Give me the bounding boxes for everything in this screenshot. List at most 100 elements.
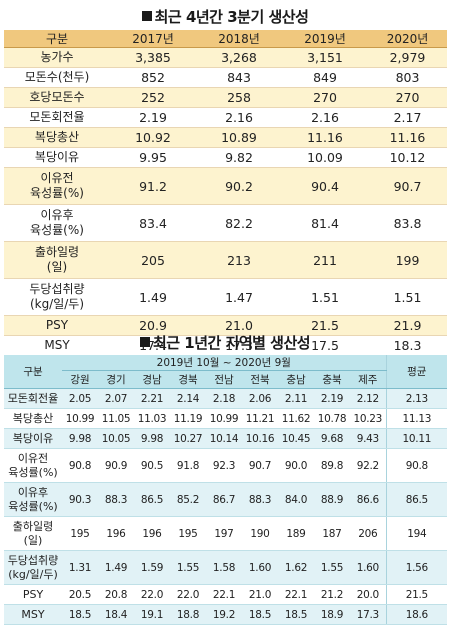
table1-header-label: 구분 xyxy=(4,30,110,48)
table-row: 호당모돈수 252 258 270 270 xyxy=(4,87,447,108)
row-label: PSY xyxy=(4,315,110,336)
row-label: 복당이유 xyxy=(4,428,62,449)
table1-header-year: 2017년 xyxy=(110,30,196,48)
row-label: 이유전 육성률(%) xyxy=(4,167,110,205)
row-label-line: (kg/일/두) xyxy=(8,567,58,581)
average-cell: 11.13 xyxy=(385,408,448,429)
table-cell: 1.55 xyxy=(170,550,206,585)
row-label-line: 복당이유 xyxy=(12,431,54,445)
average-cell: 1.56 xyxy=(385,550,448,585)
row-label-line: 모돈수(천두) xyxy=(24,70,90,84)
table-cell: 10.78 xyxy=(314,408,350,429)
table-row: 이유전 육성률(%) 91.2 90.2 90.4 90.7 xyxy=(4,167,447,205)
table-cell: 82.2 xyxy=(196,204,282,242)
table-cell: 10.92 xyxy=(110,127,196,148)
table-row: 농가수 3,385 3,268 3,151 2,979 xyxy=(4,47,447,68)
table-cell: 10.14 xyxy=(206,428,242,449)
table-cell: 22.0 xyxy=(134,584,170,605)
table-cell: 90.7 xyxy=(242,448,278,483)
table-cell: 92.3 xyxy=(206,448,242,483)
table-row: 복당이유 9.95 9.82 10.09 10.12 xyxy=(4,147,447,168)
row-label: MSY xyxy=(4,335,110,356)
table-cell: 1.58 xyxy=(206,550,242,585)
table-cell: 21.5 xyxy=(282,315,368,336)
table-row: 두당섭취량 (kg/일/두) 1.31 1.49 1.59 1.55 1.58 1.60 1.6… xyxy=(4,550,448,585)
table-cell: 20.9 xyxy=(110,315,196,336)
row-label: 복당이유 xyxy=(4,147,110,168)
table-cell: 2.11 xyxy=(278,388,314,409)
table-cell: 11.16 xyxy=(282,127,368,148)
table-cell: 11.05 xyxy=(98,408,134,429)
table-cell: 206 xyxy=(350,516,387,551)
table-cell: 9.98 xyxy=(62,428,98,449)
table-cell: 11.16 xyxy=(368,127,447,148)
table-cell: 3,151 xyxy=(282,47,368,68)
table-row: 출하일령 (일) 195 196 196 195 197 190 189 187 206 194 xyxy=(4,516,448,551)
row-label-line: 육성률(%) xyxy=(8,499,58,513)
table-cell: 83.4 xyxy=(110,204,196,242)
table-cell: 89.8 xyxy=(314,448,350,483)
table-cell: 21.0 xyxy=(196,315,282,336)
table-row: 모돈회전율 2.05 2.07 2.21 2.14 2.18 2.06 2.11 2.19 2.1… xyxy=(4,388,448,409)
row-label-line: MSY xyxy=(21,607,45,621)
table-cell: 205 xyxy=(110,241,196,279)
table-cell: 9.95 xyxy=(110,147,196,168)
table1-header-year: 2020년 xyxy=(368,30,447,48)
row-label-line: 모돈회전율 xyxy=(7,391,59,405)
table-cell: 17.5 xyxy=(282,335,368,356)
table-cell: 90.7 xyxy=(368,167,447,205)
table-cell: 258 xyxy=(196,87,282,108)
table-cell: 803 xyxy=(368,67,447,88)
table-cell: 18.4 xyxy=(98,604,134,625)
row-label-line: 두당섭취량 xyxy=(7,553,59,567)
row-label: 모돈회전율 xyxy=(4,107,110,128)
table-row: 이유후 육성률(%) 90.3 88.3 86.5 85.2 86.7 88.3 84.0 88.… xyxy=(4,482,448,517)
row-label: MSY xyxy=(4,604,62,625)
table-cell: 22.1 xyxy=(206,584,242,605)
table-cell: 1.51 xyxy=(282,278,368,316)
table1-header-year: 2019년 xyxy=(282,30,368,48)
table-cell: 10.99 xyxy=(62,408,98,429)
row-label-line: 모돈회전율 xyxy=(29,110,85,124)
table-cell: 18.5 xyxy=(242,604,278,625)
table-cell: 196 xyxy=(134,516,170,551)
average-cell: 86.5 xyxy=(385,482,448,517)
row-label: 이유후 육성률(%) xyxy=(4,482,62,517)
table-cell: 2.06 xyxy=(242,388,278,409)
table-cell: 90.9 xyxy=(98,448,134,483)
table-cell: 197 xyxy=(206,516,242,551)
row-label-line: PSY xyxy=(45,318,69,332)
table-cell: 3,385 xyxy=(110,47,196,68)
row-label-line: 농가수 xyxy=(40,50,74,64)
table-cell: 196 xyxy=(98,516,134,551)
table-cell: 190 xyxy=(242,516,278,551)
table-cell: 22.1 xyxy=(278,584,314,605)
table-cell: 18.5 xyxy=(62,604,98,625)
table-row: PSY 20.5 20.8 22.0 22.0 22.1 21.0 22.1 21.2 20.0 2… xyxy=(4,584,448,605)
table-cell: 213 xyxy=(196,241,282,279)
table-cell: 10.12 xyxy=(368,147,447,168)
table1-header-year: 2018년 xyxy=(196,30,282,48)
table-cell: 21.9 xyxy=(368,315,447,336)
table-cell: 11.21 xyxy=(242,408,278,429)
row-label: 호당모돈수 xyxy=(4,87,110,108)
table-row: 복당총산 10.92 10.89 11.16 11.16 xyxy=(4,127,447,148)
region-header: 제주 xyxy=(350,370,387,389)
table-cell: 18.3 xyxy=(368,335,447,356)
table-cell: 187 xyxy=(314,516,350,551)
table-cell: 211 xyxy=(282,241,368,279)
row-label-line: 복당총산 xyxy=(12,411,54,425)
table-cell: 1.55 xyxy=(314,550,350,585)
table2-header-average: 평균 xyxy=(385,355,448,389)
section1-title: 최근 4년간 3분기 생산성 xyxy=(0,6,450,27)
row-label: 두당섭취량 (kg/일/두) xyxy=(4,278,110,316)
row-label: 농가수 xyxy=(4,47,110,68)
table-cell: 2.18 xyxy=(206,388,242,409)
table-cell: 849 xyxy=(282,67,368,88)
table-cell: 3,268 xyxy=(196,47,282,68)
table-cell: 88.3 xyxy=(98,482,134,517)
row-label-line: PSY xyxy=(22,587,44,601)
table-cell: 21.0 xyxy=(242,584,278,605)
row-label-line: 출하일령 xyxy=(12,519,54,533)
table-cell: 10.05 xyxy=(98,428,134,449)
